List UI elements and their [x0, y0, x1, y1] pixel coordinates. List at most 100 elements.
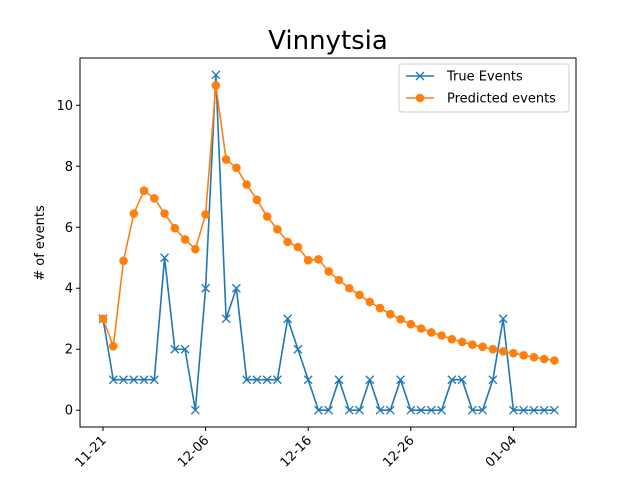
data-point — [190, 405, 200, 415]
y-axis: 0 2 4 6 8 10 — [56, 99, 80, 419]
data-point — [191, 244, 200, 254]
data-point — [396, 315, 405, 324]
y-tick-label: 0 — [65, 404, 73, 419]
data-point — [344, 283, 354, 293]
data-point — [252, 375, 262, 385]
series-predicted-events — [98, 81, 559, 365]
x-tick-label: 12-16 — [278, 433, 315, 470]
data-point — [355, 290, 364, 300]
data-point — [180, 344, 190, 354]
data-point — [242, 180, 251, 189]
data-point — [324, 405, 334, 415]
data-point — [170, 344, 180, 354]
data-point — [314, 254, 323, 264]
y-tick-label: 8 — [65, 160, 73, 175]
x-tick-label: 12-26 — [380, 433, 417, 470]
y-tick-label: 10 — [56, 99, 73, 114]
data-point — [324, 267, 334, 276]
data-point — [488, 344, 498, 354]
data-point — [478, 342, 487, 352]
data-point — [139, 375, 149, 385]
plot-area — [98, 70, 559, 415]
y-axis-label: # of events — [33, 205, 48, 281]
data-point — [262, 375, 272, 385]
data-point — [283, 314, 293, 324]
data-point — [139, 186, 149, 195]
data-point — [447, 334, 457, 344]
data-point — [211, 81, 221, 90]
data-point — [293, 242, 303, 252]
data-point — [529, 352, 539, 362]
data-point — [385, 405, 395, 415]
data-point — [334, 275, 344, 285]
data-point — [396, 375, 405, 385]
y-tick-label: 4 — [65, 282, 73, 297]
data-point — [293, 344, 303, 354]
data-point — [221, 314, 231, 324]
data-point — [365, 375, 375, 385]
data-point — [375, 405, 385, 415]
data-point — [314, 405, 323, 415]
x-tick-label: 01-04 — [483, 433, 520, 470]
data-point — [262, 212, 272, 221]
data-point — [406, 405, 416, 415]
data-point — [550, 356, 559, 365]
data-point — [160, 209, 169, 218]
data-point — [129, 209, 139, 218]
axes-frame — [79, 57, 577, 428]
x-tick-label: 11-21 — [73, 433, 110, 470]
data-point — [437, 331, 446, 340]
legend-box — [398, 63, 570, 113]
data-point — [457, 337, 467, 347]
data-point — [119, 256, 128, 266]
data-point — [549, 405, 559, 415]
data-point — [108, 375, 118, 385]
data-point — [252, 195, 262, 205]
legend-label: Predicted events — [447, 92, 556, 107]
data-point — [201, 283, 211, 293]
x-tick-label: 12-06 — [175, 433, 212, 470]
data-point — [242, 375, 252, 385]
data-point — [416, 324, 426, 333]
data-point — [519, 405, 529, 415]
data-point — [426, 405, 436, 415]
data-point — [457, 375, 467, 385]
data-point — [201, 210, 210, 219]
data-point — [283, 237, 292, 247]
legend-marker — [415, 93, 425, 103]
data-point — [519, 351, 528, 360]
data-point — [437, 405, 447, 415]
data-point — [108, 341, 118, 351]
data-point — [467, 405, 477, 415]
data-point — [385, 309, 395, 319]
data-point — [129, 375, 139, 385]
data-point — [498, 347, 508, 356]
data-point — [273, 225, 282, 234]
data-point — [211, 70, 221, 80]
y-tick-label: 2 — [65, 343, 73, 358]
data-point — [180, 235, 190, 244]
data-point — [355, 405, 364, 415]
legend: True Events Predicted events — [398, 63, 570, 113]
data-point — [509, 348, 518, 358]
legend-marker — [415, 71, 425, 81]
data-point — [98, 314, 108, 324]
data-point — [334, 375, 344, 385]
data-point — [508, 405, 518, 415]
series-line — [102, 73, 555, 412]
data-point — [232, 163, 241, 173]
data-point — [150, 193, 159, 203]
series-true-events — [98, 70, 559, 415]
data-point — [447, 375, 457, 385]
legend-label: True Events — [446, 70, 523, 85]
data-point — [231, 283, 241, 293]
data-point — [488, 375, 498, 385]
data-point — [416, 405, 426, 415]
data-point — [468, 340, 477, 349]
data-point — [303, 255, 313, 265]
x-axis: 11-21 12-06 12-16 12-26 01-04 — [73, 427, 520, 471]
data-point — [427, 328, 436, 337]
data-point — [365, 297, 375, 307]
data-point — [478, 405, 488, 415]
